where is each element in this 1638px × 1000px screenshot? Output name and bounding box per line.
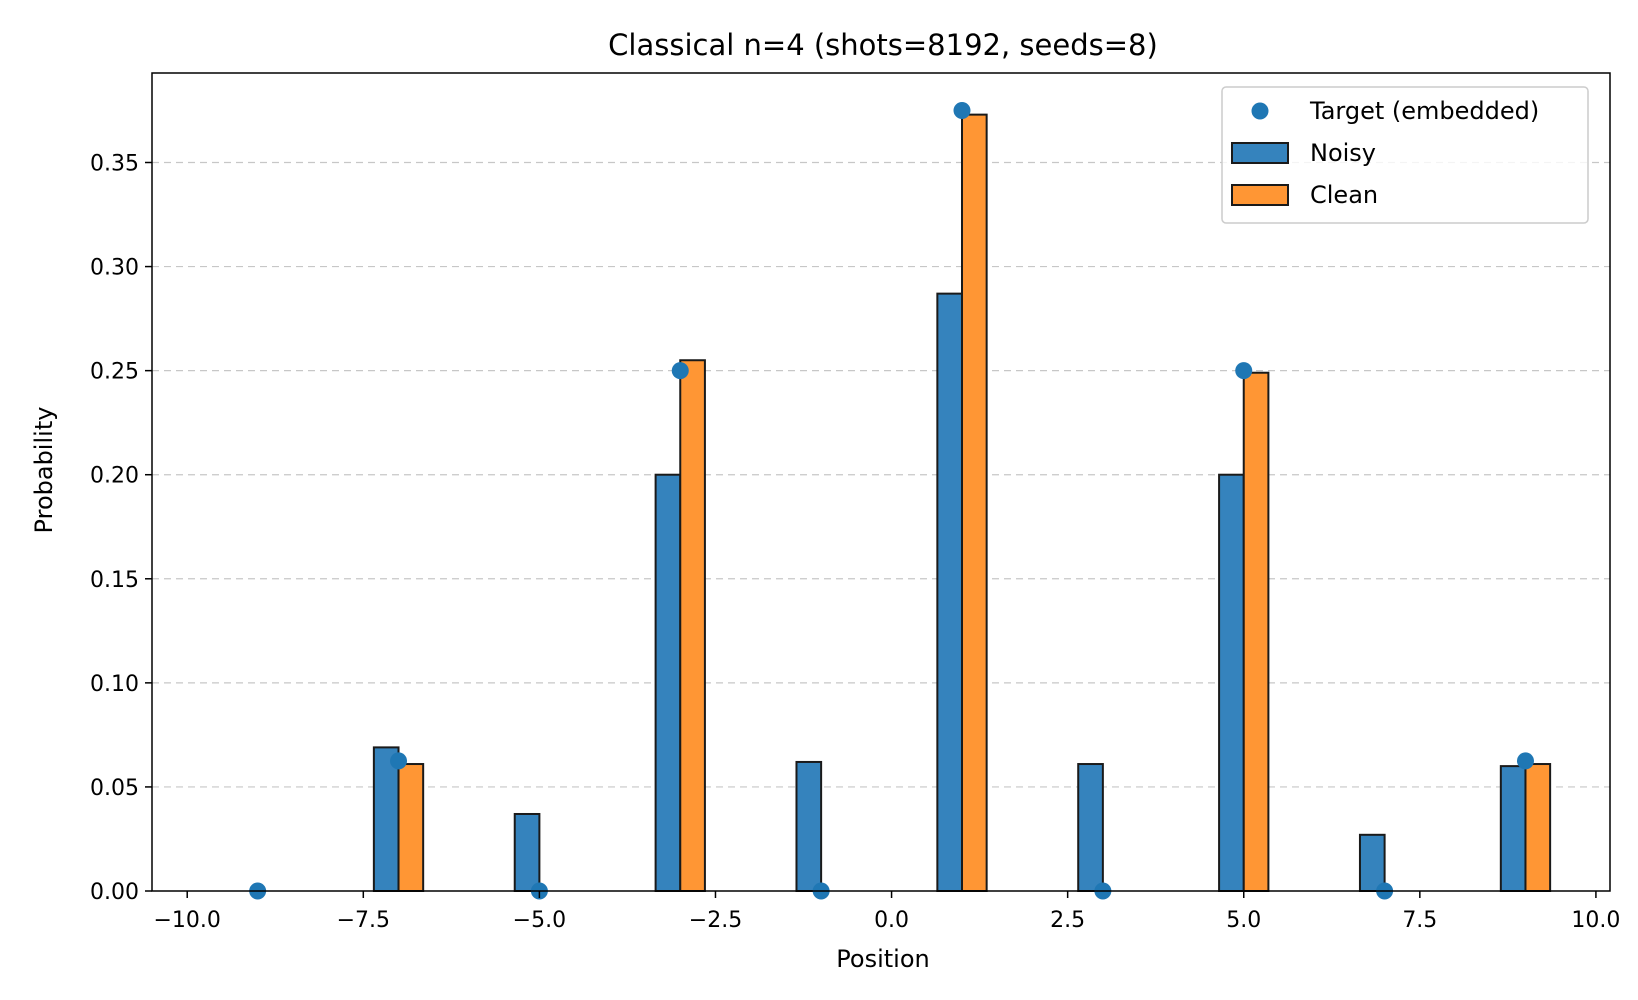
y-tick-label: 0.35 — [90, 152, 139, 177]
bar-noisy — [513, 812, 541, 893]
bar-clean — [1242, 371, 1270, 892]
bars — [372, 113, 1552, 893]
x-tick-label: 10.0 — [1571, 908, 1620, 933]
bar-noisy — [372, 746, 400, 892]
legend-marker-target — [1251, 102, 1269, 120]
bar-noisy — [1499, 765, 1527, 892]
grid-lines — [152, 161, 1610, 788]
x-tick-label: −5.0 — [513, 908, 566, 933]
bar-noisy — [1358, 833, 1386, 892]
y-tick-label: 0.25 — [90, 360, 139, 385]
bar-noisy — [654, 473, 682, 892]
target-points — [249, 101, 1534, 900]
target-point — [390, 752, 408, 770]
x-axis-ticks: −10.0 −7.5 −5.0 −2.5 0.0 2.5 5.0 7.5 10.0 — [154, 891, 1620, 933]
chart-title: Classical n=4 (shots=8192, seeds=8) — [608, 28, 1158, 62]
y-tick-label: 0.20 — [90, 464, 139, 489]
y-tick-label: 0.15 — [90, 568, 139, 593]
x-tick-label: 2.5 — [1050, 908, 1085, 933]
legend-label: Clean — [1310, 181, 1378, 209]
y-axis-label: Probability — [30, 407, 58, 534]
bar-noisy — [795, 760, 823, 892]
legend-label: Noisy — [1310, 139, 1376, 167]
target-point — [671, 362, 689, 380]
y-axis-ticks: 0.00 0.05 0.10 0.15 0.20 0.25 0.30 0.35 — [90, 152, 152, 905]
y-tick-label: 0.10 — [90, 672, 139, 697]
bar-noisy — [936, 292, 964, 892]
x-tick-label: −7.5 — [337, 908, 390, 933]
x-tick-label: 5.0 — [1226, 908, 1261, 933]
plot-frame — [151, 72, 1611, 892]
bar-clean — [397, 763, 425, 892]
bar-clean — [961, 113, 988, 893]
x-tick-label: −10.0 — [154, 908, 221, 933]
x-axis-label: Position — [836, 945, 929, 973]
x-tick-label: 0.0 — [874, 908, 909, 933]
target-point — [1516, 752, 1534, 770]
y-tick-label: 0.05 — [90, 776, 139, 801]
target-point — [1235, 362, 1253, 380]
x-tick-label: 7.5 — [1402, 908, 1437, 933]
legend-box — [1221, 86, 1589, 224]
legend-label: Target (embedded) — [1309, 97, 1539, 125]
bar-noisy — [1077, 763, 1104, 892]
y-tick-label: 0.00 — [90, 880, 139, 905]
target-point — [953, 101, 971, 119]
y-tick-label: 0.30 — [90, 256, 139, 281]
bar-clean — [679, 359, 706, 892]
legend-swatch-clean — [1231, 184, 1289, 206]
bar-clean — [1524, 763, 1552, 892]
legend-swatch-noisy — [1231, 142, 1289, 164]
legend: Target (embedded) Noisy Clean — [1221, 86, 1589, 224]
x-tick-label: −2.5 — [689, 908, 742, 933]
bar-noisy — [1218, 473, 1245, 892]
